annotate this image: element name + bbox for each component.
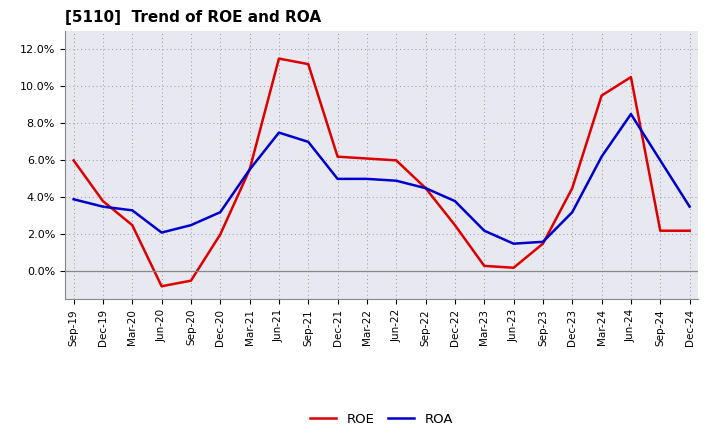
ROA — [656, 158, 665, 163]
ROE — [626, 74, 635, 80]
ROE — [304, 62, 312, 67]
ROA — [626, 111, 635, 117]
ROA — [685, 204, 694, 209]
ROE — [128, 223, 137, 228]
ROE — [157, 284, 166, 289]
ROA — [157, 230, 166, 235]
ROA — [69, 197, 78, 202]
Line: ROE: ROE — [73, 59, 690, 286]
ROA — [568, 209, 577, 215]
ROA — [304, 139, 312, 144]
ROE — [451, 223, 459, 228]
ROE — [246, 167, 254, 172]
ROE — [69, 158, 78, 163]
ROE — [333, 154, 342, 159]
ROA — [274, 130, 283, 135]
ROE — [392, 158, 400, 163]
ROA — [363, 176, 372, 182]
ROE — [274, 56, 283, 61]
ROE — [99, 198, 107, 204]
ROA — [128, 208, 137, 213]
ROE — [598, 93, 606, 98]
ROE — [480, 263, 489, 268]
ROE — [656, 228, 665, 233]
Line: ROA: ROA — [73, 114, 690, 244]
ROA — [451, 198, 459, 204]
ROE — [216, 232, 225, 237]
ROA — [333, 176, 342, 182]
ROA — [216, 209, 225, 215]
ROE — [363, 156, 372, 161]
Legend: ROE, ROA: ROE, ROA — [305, 408, 459, 431]
ROE — [186, 278, 195, 283]
ROA — [539, 239, 547, 245]
ROE — [421, 186, 430, 191]
ROE — [509, 265, 518, 270]
ROA — [186, 223, 195, 228]
ROA — [421, 186, 430, 191]
ROE — [539, 241, 547, 246]
ROA — [99, 204, 107, 209]
ROE — [685, 228, 694, 233]
ROA — [392, 178, 400, 183]
ROA — [509, 241, 518, 246]
Text: [5110]  Trend of ROE and ROA: [5110] Trend of ROE and ROA — [65, 11, 321, 26]
ROA — [598, 154, 606, 159]
ROE — [568, 186, 577, 191]
ROA — [246, 167, 254, 172]
ROA — [480, 228, 489, 233]
